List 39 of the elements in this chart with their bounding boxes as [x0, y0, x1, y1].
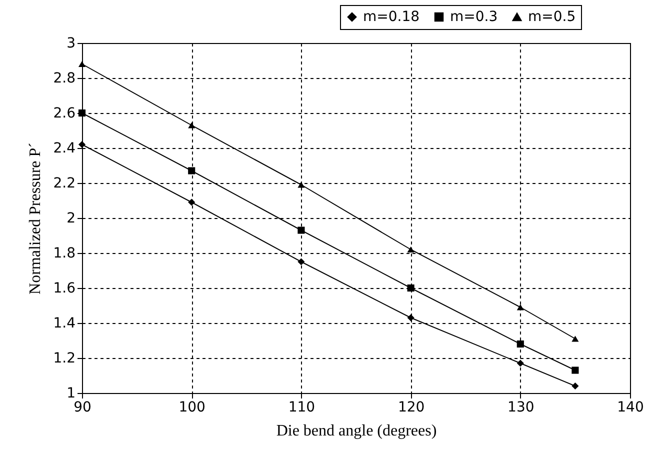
- point: [188, 122, 196, 128]
- point: [188, 198, 196, 206]
- point: [516, 304, 524, 310]
- point: [188, 167, 196, 174]
- x-tick-label: 130: [508, 400, 534, 416]
- point: [298, 226, 305, 234]
- x-tick-label: 100: [178, 400, 206, 416]
- x-axis-title: Die bend angle (degrees): [276, 422, 437, 440]
- point: [298, 182, 305, 188]
- legend-label: m=0.5: [528, 9, 576, 25]
- y-tick-label: 2.4: [53, 140, 76, 156]
- point: [78, 60, 86, 68]
- x-tick-label: 120: [398, 400, 425, 416]
- y-tick-label: 2.2: [53, 176, 76, 192]
- point: [572, 366, 579, 374]
- x-tick-label: 110: [288, 400, 316, 416]
- point: [516, 340, 524, 348]
- point: [78, 140, 86, 148]
- point: [516, 360, 524, 367]
- point: [407, 314, 414, 322]
- point: [572, 382, 579, 390]
- y-axis-title: Normalized Pressure P´: [27, 142, 44, 294]
- x-tick-label: 140: [617, 400, 644, 416]
- point: [407, 246, 414, 253]
- y-tick-label: 2.6: [53, 106, 76, 122]
- legend-label: m=0.3: [450, 9, 498, 25]
- point: [298, 258, 305, 266]
- point: [407, 284, 414, 292]
- y-tick-label: 1.2: [53, 350, 76, 366]
- y-tick-label: 3: [66, 36, 76, 52]
- y-tick-label: 1.6: [53, 280, 76, 296]
- y-tick-label: 1.8: [53, 246, 76, 262]
- point: [572, 336, 579, 342]
- y-tick-label: 1: [66, 386, 76, 402]
- x-tick-label: 90: [74, 400, 92, 416]
- y-tick-label: 1.4: [53, 316, 76, 332]
- y-tick-label: 2.8: [53, 70, 76, 86]
- legend-label: m=0.18: [363, 9, 420, 25]
- y-tick-label: 2: [66, 210, 76, 226]
